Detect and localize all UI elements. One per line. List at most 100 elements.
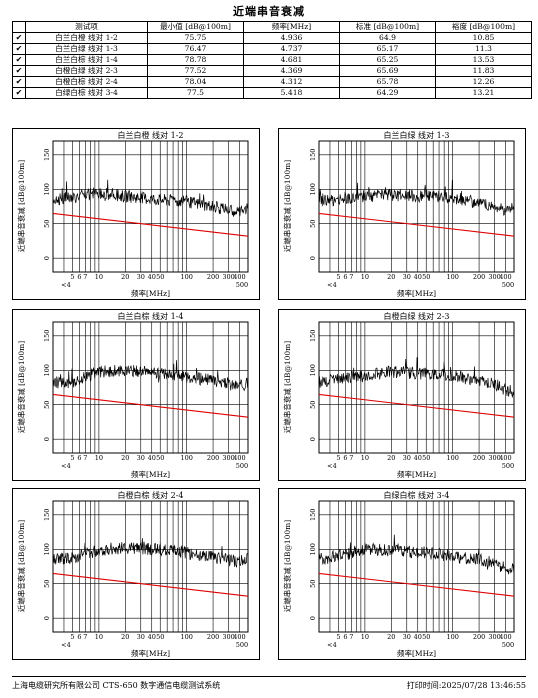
- cell-min: 75.75: [147, 32, 244, 44]
- cell-item: 白兰白橙 线对 1-2: [25, 32, 148, 44]
- x-tick-label: 100: [446, 633, 458, 641]
- x-tick-label: 40: [148, 273, 156, 281]
- chart-panel: 150 100 50 0 5 6 7 10 20 30 40 50 100 200 300 400 <4 500 白…: [12, 488, 260, 660]
- x-tick-label: 20: [121, 273, 129, 281]
- table-row: ✔ 白兰白绿 线对 1-3 76.47 4.737 65.17 11.3: [12, 43, 532, 55]
- x-tick-label: 500: [236, 641, 248, 649]
- x-tick-label: 7: [349, 633, 353, 641]
- cell-min: 78.78: [147, 54, 244, 66]
- table-row: ✔ 白橙白绿 线对 2-3 77.52 4.369 65.69 11.83: [12, 65, 532, 77]
- x-axis-label: 频率[MHz]: [130, 289, 171, 298]
- table-row: ✔ 白兰白橙 线对 1-2 75.75 4.936 64.9 10.85: [12, 32, 532, 44]
- y-axis-label: 近端串音衰减 [dB@100m]: [17, 159, 26, 253]
- y-tick-label: 100: [309, 364, 317, 376]
- x-tick-label: 500: [236, 281, 248, 289]
- plot-frame: [52, 140, 249, 273]
- x-tick-label: 100: [180, 633, 192, 641]
- x-tick-label: 300: [222, 633, 234, 641]
- x-tick-label: 50: [422, 633, 430, 641]
- x-tick-label: 10: [361, 633, 369, 641]
- cell-min: 78.04: [147, 76, 244, 88]
- x-tick-label: 400: [233, 273, 245, 281]
- cell-margin: 12.26: [435, 76, 532, 88]
- x-tick-label: 50: [156, 273, 164, 281]
- x-tick-label: 6: [77, 454, 81, 462]
- x-tick-label: 300: [222, 454, 234, 462]
- x-tick-label: 50: [422, 273, 430, 281]
- limit-series-line: [318, 572, 515, 597]
- x-tick-label: 30: [403, 273, 411, 281]
- x-tick-label: 200: [207, 454, 219, 462]
- footer-company: 上海电缆研究所有限公司 CTS-650 数字通信电缆测试系统: [12, 681, 221, 690]
- cell-item: 白兰白棕 线对 1-4: [25, 54, 148, 66]
- y-tick-label: 50: [43, 401, 51, 409]
- x-tick-label: 300: [488, 454, 500, 462]
- plot-frame: [318, 140, 515, 273]
- cell-margin: 10.85: [435, 32, 532, 44]
- x-tick-label: 30: [403, 454, 411, 462]
- chart-title: 白橙白棕 线对 2-4: [117, 491, 184, 500]
- cell-freq: 4.936: [243, 32, 340, 44]
- x-tick-label: 5: [70, 633, 74, 641]
- table-row: ✔ 白兰白棕 线对 1-4 78.78 4.681 65.25 13.53: [12, 54, 532, 66]
- cell-std: 64.29: [339, 87, 436, 99]
- x-tick-label: <4: [327, 462, 337, 470]
- x-tick-label: 400: [233, 454, 245, 462]
- limit-series-line: [318, 393, 515, 418]
- x-axis-label: 频率[MHz]: [396, 470, 437, 479]
- x-tick-label: 200: [207, 273, 219, 281]
- x-tick-label: 100: [180, 454, 192, 462]
- x-axis-label: 频率[MHz]: [396, 649, 437, 658]
- cell-freq: 5.418: [243, 87, 340, 99]
- x-tick-label: 40: [148, 633, 156, 641]
- chart-panel: 150 100 50 0 5 6 7 10 20 30 40 50 100 200 300 400 <4 500 白…: [12, 128, 260, 300]
- measured-series-line: [52, 360, 249, 392]
- x-tick-label: 5: [336, 633, 340, 641]
- limit-series-line: [52, 393, 249, 418]
- results-table: 测试项 最小值 [dB@100m] 频率[MHz] 标准 [dB@100m] 裕…: [12, 21, 532, 99]
- chart-panel: 150 100 50 0 5 6 7 10 20 30 40 50 100 200 300 400 <4 500 白…: [278, 488, 526, 660]
- x-tick-label: 10: [361, 454, 369, 462]
- x-tick-label: 40: [414, 273, 422, 281]
- y-tick-label: 150: [309, 330, 317, 342]
- x-tick-label: 200: [473, 273, 485, 281]
- cell-std: 65.25: [339, 54, 436, 66]
- x-tick-label: 5: [336, 273, 340, 281]
- column-header-item: 测试项: [25, 21, 148, 33]
- plot-frame: [318, 500, 515, 633]
- cell-std: 64.9: [339, 32, 436, 44]
- y-tick-label: 50: [309, 401, 317, 409]
- x-tick-label: 400: [499, 454, 511, 462]
- y-tick-label: 100: [43, 183, 51, 195]
- x-tick-label: 30: [137, 273, 145, 281]
- cell-freq: 4.369: [243, 65, 340, 77]
- y-tick-label: 50: [309, 220, 317, 228]
- y-tick-label: 150: [309, 509, 317, 521]
- column-header-margin: 裕度 [dB@100m]: [435, 21, 532, 33]
- y-tick-label: 0: [309, 256, 317, 260]
- x-tick-label: 100: [180, 273, 192, 281]
- x-tick-label: 5: [336, 454, 340, 462]
- x-tick-label: 7: [83, 454, 87, 462]
- cell-std: 65.17: [339, 43, 436, 55]
- x-tick-label: 200: [473, 633, 485, 641]
- x-tick-label: 40: [148, 454, 156, 462]
- x-tick-label: <4: [327, 641, 337, 649]
- x-tick-label: 5: [70, 454, 74, 462]
- measured-series-line: [52, 179, 249, 217]
- x-tick-label: 10: [95, 454, 103, 462]
- x-tick-label: 50: [156, 454, 164, 462]
- x-tick-label: 400: [233, 633, 245, 641]
- chart-panel: 150 100 50 0 5 6 7 10 20 30 40 50 100 200 300 400 <4 500 白…: [278, 128, 526, 300]
- x-tick-label: 50: [422, 454, 430, 462]
- chart-title: 白兰白橙 线对 1-2: [117, 131, 184, 140]
- y-axis-label: 近端串音衰减 [dB@100m]: [283, 519, 292, 613]
- x-tick-label: 6: [343, 633, 347, 641]
- x-tick-label: <4: [61, 462, 71, 470]
- y-tick-label: 0: [43, 437, 51, 441]
- chart-title: 白兰白棕 线对 1-4: [117, 312, 184, 321]
- x-tick-label: 20: [121, 633, 129, 641]
- x-tick-label: 40: [414, 633, 422, 641]
